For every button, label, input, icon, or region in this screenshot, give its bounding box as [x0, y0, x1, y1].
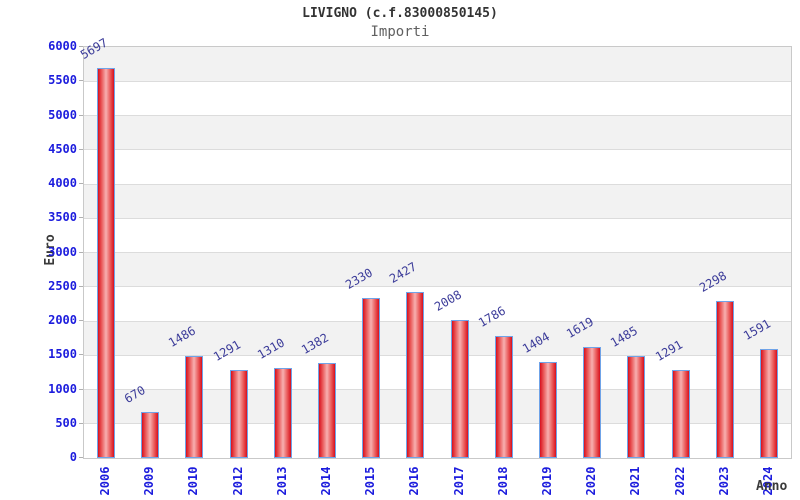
- bar: [538, 361, 557, 458]
- x-tick-label: 2015: [363, 466, 378, 496]
- x-tick-label: 2010: [186, 466, 201, 496]
- gridline: [84, 183, 791, 185]
- gridline: [84, 149, 791, 151]
- x-tick-label: 2018: [495, 466, 510, 496]
- y-tick-mark: [79, 114, 83, 116]
- gridline: [84, 217, 791, 219]
- x-tick-label: 2023: [716, 466, 731, 496]
- bar: [759, 349, 778, 458]
- y-tick-mark: [79, 217, 83, 219]
- x-tick-label: 2012: [230, 466, 245, 496]
- y-tick-label: 3000: [48, 244, 77, 259]
- bar: [229, 369, 248, 458]
- y-tick-mark: [79, 388, 83, 390]
- plot-band: [84, 321, 791, 356]
- y-tick-label: 500: [55, 415, 77, 430]
- bar: [627, 356, 646, 458]
- gridline: [84, 252, 791, 253]
- gridline: [84, 115, 791, 116]
- y-tick-mark: [79, 354, 83, 356]
- gridline: [84, 423, 791, 425]
- x-tick-label: 2009: [142, 466, 157, 496]
- bar: [273, 368, 292, 458]
- y-tick-mark: [79, 457, 83, 458]
- bar: [583, 347, 602, 458]
- bar: [141, 412, 160, 458]
- y-tick-label: 4500: [48, 141, 77, 156]
- y-tick-mark: [79, 148, 83, 150]
- chart-title: LIVIGNO (c.f.83000850145): [302, 6, 498, 21]
- y-tick-mark: [79, 251, 83, 253]
- bar: [715, 300, 734, 458]
- y-tick-mark: [79, 422, 83, 424]
- plot-band: [84, 252, 791, 287]
- y-tick-label: 6000: [48, 39, 77, 53]
- bar: [318, 363, 337, 458]
- y-tick-label: 5000: [48, 107, 77, 122]
- plot-band: [84, 218, 791, 253]
- plot-band: [84, 149, 791, 184]
- y-tick-label: 4000: [48, 176, 77, 190]
- bar: [450, 320, 469, 458]
- gridline: [84, 389, 791, 390]
- x-axis-title: Anno: [756, 479, 788, 494]
- y-tick-label: 2000: [48, 313, 77, 327]
- y-tick-label: 0: [69, 450, 77, 464]
- gridline: [84, 320, 791, 322]
- y-tick-label: 3500: [48, 210, 77, 225]
- plot-band: [84, 81, 791, 116]
- y-tick-label: 2500: [48, 278, 77, 293]
- x-tick-label: 2021: [628, 466, 643, 496]
- plot-band: [84, 184, 791, 219]
- x-tick-label: 2014: [319, 466, 334, 496]
- x-tick-label: 2019: [539, 466, 554, 496]
- bar: [406, 291, 425, 458]
- y-tick-mark: [79, 46, 83, 47]
- x-tick-label: 2022: [672, 466, 687, 496]
- x-tick-label: 2017: [451, 466, 466, 496]
- gridline: [84, 354, 791, 356]
- x-tick-label: 2006: [98, 466, 113, 496]
- chart-subtitle: Importi: [370, 24, 430, 40]
- y-tick-mark: [79, 320, 83, 321]
- plot-area: [83, 46, 792, 459]
- plot-band: [84, 47, 791, 82]
- x-tick-label: 2020: [584, 466, 599, 496]
- x-tick-label: 2013: [274, 466, 289, 496]
- plot-band: [84, 286, 791, 321]
- y-tick-label: 1500: [48, 347, 77, 362]
- y-tick-mark: [79, 80, 83, 82]
- y-tick-label: 1000: [48, 381, 77, 396]
- gridline: [84, 286, 791, 288]
- y-tick-label: 5500: [48, 73, 77, 88]
- y-tick-mark: [79, 183, 83, 184]
- x-tick-label: 2016: [407, 466, 422, 496]
- bar: [185, 356, 204, 458]
- bar: [97, 67, 116, 458]
- bar: [362, 298, 381, 458]
- bar: [494, 335, 513, 458]
- bar: [671, 369, 690, 458]
- y-tick-mark: [79, 285, 83, 287]
- gridline: [84, 80, 791, 82]
- plot-band: [84, 115, 791, 150]
